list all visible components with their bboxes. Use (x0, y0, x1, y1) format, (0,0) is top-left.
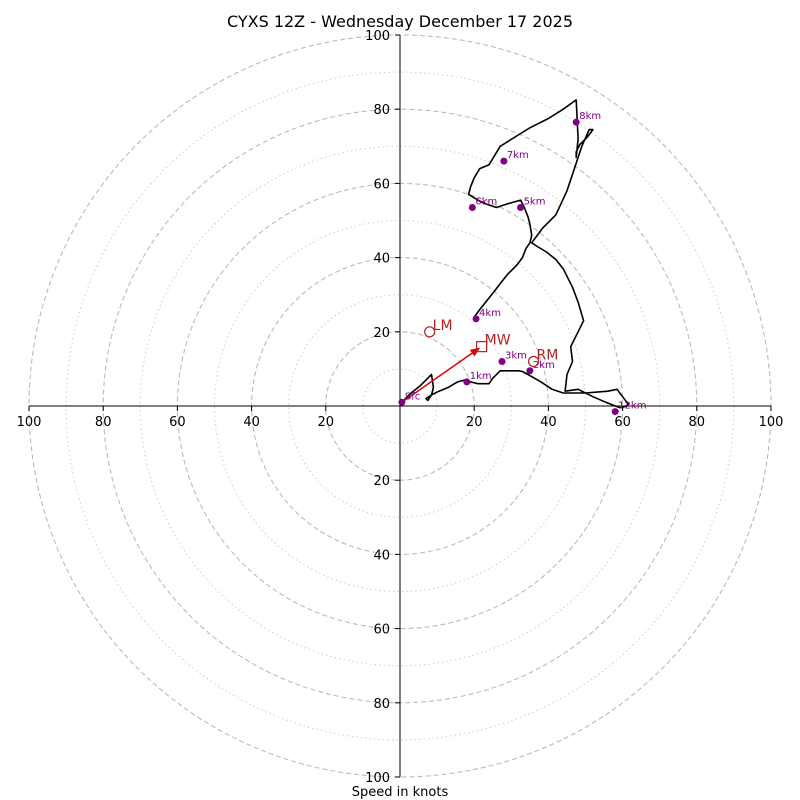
height-marker-6km (468, 204, 476, 212)
motion-label-MW: MW (485, 333, 511, 349)
tick-label-x-left-20: 20 (318, 415, 335, 430)
tick-label-x-right-40: 40 (540, 415, 557, 430)
tick-label-y-bottom-100: 100 (365, 771, 390, 786)
tick-labels: 20 20 20 20 40 40 40 40 60 60 60 60 80 80 80 80 100 100 10… (17, 29, 784, 786)
motion-label-RM: RM (537, 347, 559, 363)
height-marker-8km (572, 118, 580, 126)
tick-label-y-top-100: 100 (365, 29, 390, 44)
tick-label-x-left-40: 40 (243, 415, 260, 430)
height-marker-Sfc (398, 398, 406, 406)
hodograph-trace (401, 99, 630, 409)
height-label-4km: 4km (479, 308, 501, 319)
storm-motion-markers: LM MW RM (424, 318, 559, 368)
x-axis-label: Speed in knots (352, 785, 449, 800)
motion-label-LM: LM (433, 318, 453, 334)
tick-label-y-bottom-40: 40 (373, 548, 390, 563)
tick-label-y-top-60: 60 (373, 177, 390, 192)
height-label-8km: 8km (579, 111, 601, 122)
height-label-6km: 6km (475, 197, 497, 208)
height-label-7km: 7km (507, 150, 529, 161)
motion-marker-MW (476, 341, 488, 353)
tick-label-y-top-20: 20 (373, 326, 390, 341)
height-marker-4km (472, 315, 480, 323)
chart-title: CYXS 12Z - Wednesday December 17 2025 (227, 12, 573, 31)
height-marker-2km (526, 367, 534, 375)
tick-label-x-right-20: 20 (466, 415, 483, 430)
tick-label-x-right-60: 60 (614, 415, 631, 430)
tick-label-x-left-80: 80 (95, 415, 112, 430)
tick-label-y-bottom-60: 60 (373, 623, 390, 638)
height-markers: Sfc 1km 2km 3km 4km 5km 6km 7km 8km 12km (398, 111, 646, 416)
height-marker-7km (500, 157, 508, 165)
motion-marker-RM (527, 355, 540, 368)
height-label-5km: 5km (524, 197, 546, 208)
height-label-Sfc: Sfc (405, 391, 420, 402)
tick-label-x-right-100: 100 (759, 415, 784, 430)
mean-wind-arrow (401, 347, 481, 403)
height-marker-3km (498, 357, 506, 365)
tick-label-x-left-100: 100 (17, 415, 42, 430)
tick-label-y-top-80: 80 (373, 103, 390, 118)
motion-marker-LM (424, 326, 436, 338)
height-label-2km: 2km (533, 360, 555, 371)
tick-label-y-top-40: 40 (373, 252, 390, 267)
axes (29, 35, 771, 777)
height-label-3km: 3km (505, 350, 527, 361)
tick-label-y-bottom-20: 20 (373, 474, 390, 489)
height-label-1km: 1km (470, 371, 492, 382)
tick-label-y-bottom-80: 80 (373, 697, 390, 712)
height-label-12km: 12km (618, 401, 646, 412)
tick-label-x-right-80: 80 (689, 415, 706, 430)
height-marker-5km (517, 204, 525, 212)
height-marker-12km (611, 408, 619, 416)
tick-label-x-left-60: 60 (169, 415, 186, 430)
height-marker-1km (463, 378, 471, 386)
